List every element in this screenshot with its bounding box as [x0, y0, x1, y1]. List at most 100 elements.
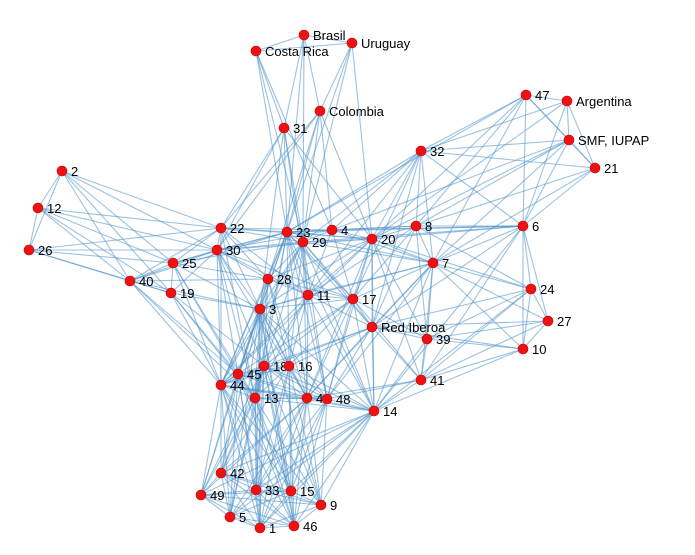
- edge-20-11: [307, 238, 373, 296]
- edge-13-15: [254, 397, 292, 492]
- node-dot: [421, 333, 433, 345]
- edge-28-17: [267, 278, 354, 300]
- node-label: 49: [210, 488, 224, 503]
- edge-uruguay-23: [286, 42, 353, 233]
- edge-24-27: [530, 288, 549, 322]
- edge-20-3: [259, 238, 373, 310]
- node-7: 7: [427, 256, 449, 271]
- node-label: 29: [312, 235, 326, 250]
- edge-14-33: [255, 410, 375, 491]
- node-label: 47: [535, 88, 549, 103]
- edge-17-18: [263, 298, 354, 367]
- edge-27-rediberoa: [371, 320, 549, 328]
- node-label: Costa Rica: [265, 44, 329, 59]
- edge-42-1: [220, 472, 261, 529]
- node-label: Colombia: [329, 104, 385, 119]
- node-13: 13: [249, 391, 278, 406]
- node-dot: [298, 29, 310, 41]
- edge-24-39: [426, 288, 532, 340]
- edge-43-46: [293, 397, 308, 527]
- edge-21-32: [420, 150, 596, 169]
- edge-27-41: [420, 320, 549, 381]
- node-label: 20: [381, 232, 395, 247]
- edge-argentina-32: [420, 100, 568, 152]
- edge-27-10: [522, 320, 549, 350]
- edge-32-7: [420, 150, 434, 264]
- edge-48-15: [290, 398, 328, 492]
- edge-42-33: [220, 472, 257, 491]
- node-26: 26: [23, 243, 52, 258]
- edge-40-28: [129, 278, 269, 282]
- edge-colombia-23: [286, 110, 321, 233]
- node-label: 44: [230, 378, 244, 393]
- node-label: 14: [383, 404, 397, 419]
- edge-11-17: [307, 294, 354, 300]
- edge-8-39: [415, 225, 428, 340]
- edge-8-rediberoa: [371, 225, 417, 328]
- node-dot: [56, 165, 68, 177]
- edge-2-40: [61, 170, 131, 282]
- edge-4-6: [331, 225, 524, 231]
- edge-rediberoa-41: [371, 326, 422, 381]
- edge-47-argentina: [525, 94, 568, 102]
- node-dot: [215, 222, 227, 234]
- edge-6-14: [373, 225, 524, 412]
- edge-20-44: [220, 238, 373, 386]
- edge-42-9: [220, 472, 322, 506]
- node-label: 3: [269, 302, 276, 317]
- edge-30-19: [170, 249, 218, 294]
- edge-45-15: [237, 373, 292, 492]
- node-label: 6: [532, 219, 539, 234]
- edge-42-15: [220, 472, 292, 492]
- node-16: 16: [283, 359, 312, 374]
- node-dot: [254, 522, 266, 534]
- edge-41-48: [326, 379, 422, 400]
- edge-costarica-31: [255, 50, 285, 129]
- node-label: 41: [430, 373, 444, 388]
- edge-28-43: [267, 278, 308, 399]
- edge-47-8: [415, 94, 527, 227]
- node-dot: [321, 393, 333, 405]
- node-label: 10: [532, 342, 546, 357]
- edge-7-10: [432, 262, 524, 350]
- edge-6-24: [522, 225, 532, 290]
- node-dot: [211, 244, 223, 256]
- node-dot: [288, 520, 300, 532]
- edge-25-3: [172, 262, 261, 310]
- edge-11-rediberoa: [307, 294, 373, 328]
- edge-13-1: [254, 397, 261, 529]
- edge-smf-6: [522, 139, 570, 227]
- node-label: 7: [442, 256, 449, 271]
- edge-28-11: [267, 278, 309, 296]
- node-dot: [249, 392, 261, 404]
- node-24: 24: [525, 282, 554, 297]
- edge-18-14: [263, 365, 375, 412]
- edge-17-3: [259, 298, 354, 310]
- edge-rediberoa-10: [371, 326, 524, 350]
- edge-26-25: [28, 249, 174, 264]
- edge-40-44: [129, 280, 222, 386]
- edge-43-49: [200, 397, 308, 496]
- edge-17-39: [352, 298, 428, 340]
- node-dot: [314, 105, 326, 117]
- edge-5-46: [229, 516, 295, 527]
- edge-15-9: [290, 490, 322, 506]
- node-dot: [167, 257, 179, 269]
- node-12: 12: [32, 201, 61, 216]
- edge-12-25: [37, 207, 174, 264]
- edge-20-30: [216, 238, 373, 251]
- node-label: 48: [336, 392, 350, 407]
- node-42: 42: [215, 466, 244, 481]
- edge-44-33: [220, 384, 257, 491]
- node-dot: [262, 273, 274, 285]
- node-29: 29: [297, 235, 326, 250]
- edge-3-18: [259, 308, 265, 367]
- edge-39-41: [420, 338, 428, 381]
- edge-49-5: [200, 494, 231, 518]
- node-6: 6: [517, 219, 539, 234]
- edge-43-5: [229, 397, 308, 518]
- edge-18-9: [263, 365, 322, 506]
- node-label: 24: [540, 282, 554, 297]
- edge-30-11: [216, 249, 309, 296]
- node-rediberoa: Red Iberoa: [366, 320, 446, 335]
